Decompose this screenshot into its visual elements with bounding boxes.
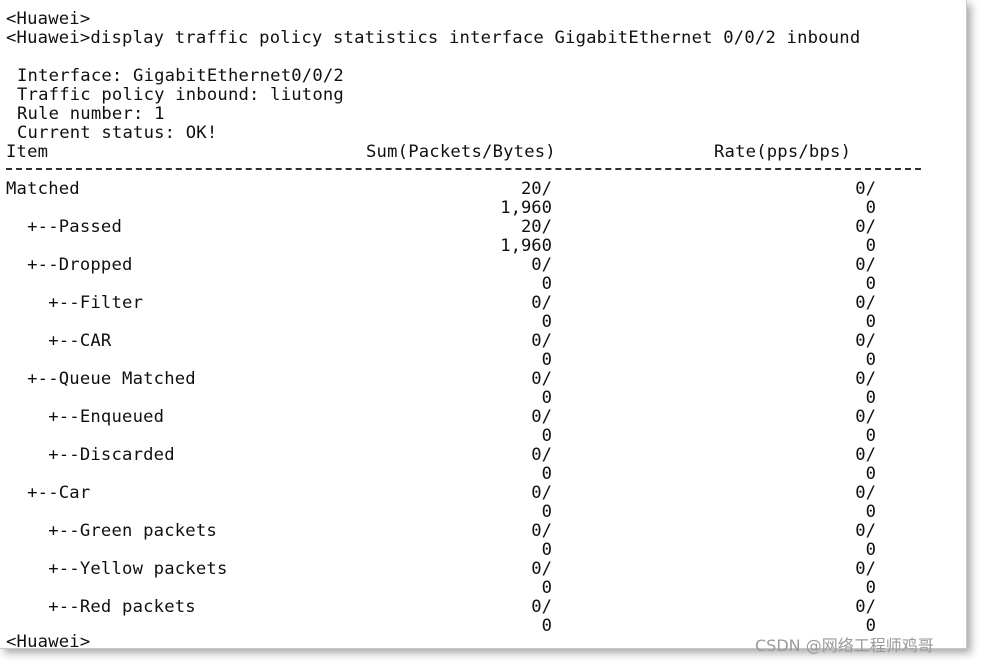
divider-line <box>6 168 921 170</box>
sum-bytes: 1,960 <box>500 236 552 256</box>
sum-packets: 0/ <box>531 407 552 427</box>
rate-bps: 0 <box>865 426 876 446</box>
row-item-label: +--Green packets <box>6 521 217 541</box>
sum-packets: 20/ <box>520 179 552 199</box>
sum-packets: 0/ <box>531 293 552 313</box>
sum-packets: 20/ <box>520 217 552 237</box>
row-item-label: +--Enqueued <box>6 407 165 427</box>
rate-bps: 0 <box>865 540 876 560</box>
sum-packets: 0/ <box>531 255 552 275</box>
row-item-label: +--Car <box>6 483 91 503</box>
sum-bytes: 0 <box>541 616 552 636</box>
sum-bytes: 0 <box>541 312 552 332</box>
sum-packets: 0/ <box>531 521 552 541</box>
command-line: <Huawei>display traffic policy statistic… <box>6 28 861 48</box>
sum-bytes: 0 <box>541 540 552 560</box>
sum-bytes: 0 <box>541 578 552 598</box>
row-item-label: +--Queue Matched <box>6 369 196 389</box>
interface-line: Interface: GigabitEthernet0/0/2 <box>17 66 344 86</box>
header-item: Item <box>6 142 49 162</box>
watermark: CSDN @网络工程师鸡哥 <box>755 636 934 655</box>
sum-packets: 0/ <box>531 483 552 503</box>
rate-bps: 0 <box>865 464 876 484</box>
rate-bps: 0 <box>865 198 876 218</box>
header-sum: Sum(Packets/Bytes) <box>366 142 556 162</box>
sum-bytes: 0 <box>541 350 552 370</box>
rate-pps: 0/ <box>855 255 876 275</box>
rate-pps: 0/ <box>855 293 876 313</box>
terminal-window: <Huawei> <Huawei>display traffic policy … <box>0 0 967 652</box>
policy-line: Traffic policy inbound: liutong <box>17 85 344 105</box>
sum-bytes: 1,960 <box>500 198 552 218</box>
row-item-label: Matched <box>6 179 80 199</box>
rate-bps: 0 <box>865 502 876 522</box>
rate-bps: 0 <box>865 236 876 256</box>
rate-pps: 0/ <box>855 407 876 427</box>
row-item-label: +--Passed <box>6 217 123 237</box>
prompt-line-bottom: <Huawei> <box>6 632 91 652</box>
prompt-line: <Huawei> <box>6 9 91 29</box>
row-item-label: +--Red packets <box>6 597 196 617</box>
rate-pps: 0/ <box>855 331 876 351</box>
sum-packets: 0/ <box>531 369 552 389</box>
row-item-label: +--Dropped <box>6 255 133 275</box>
sum-bytes: 0 <box>541 426 552 446</box>
rate-bps: 0 <box>865 312 876 332</box>
rate-bps: 0 <box>865 388 876 408</box>
sum-bytes: 0 <box>541 502 552 522</box>
rate-bps: 0 <box>865 274 876 294</box>
sum-packets: 0/ <box>531 331 552 351</box>
rate-pps: 0/ <box>855 179 876 199</box>
rate-bps: 0 <box>865 578 876 598</box>
header-rate: Rate(pps/bps) <box>714 142 852 162</box>
rate-pps: 0/ <box>855 521 876 541</box>
sum-bytes: 0 <box>541 274 552 294</box>
rate-bps: 0 <box>865 350 876 370</box>
rate-pps: 0/ <box>855 445 876 465</box>
sum-bytes: 0 <box>541 388 552 408</box>
row-item-label: +--CAR <box>6 331 112 351</box>
sum-bytes: 0 <box>541 464 552 484</box>
rate-pps: 0/ <box>855 597 876 617</box>
sum-packets: 0/ <box>531 445 552 465</box>
row-item-label: +--Discarded <box>6 445 175 465</box>
rate-pps: 0/ <box>855 217 876 237</box>
rate-pps: 0/ <box>855 483 876 503</box>
rate-pps: 0/ <box>855 559 876 579</box>
sum-packets: 0/ <box>531 559 552 579</box>
status-line: Current status: OK! <box>17 123 218 143</box>
sum-packets: 0/ <box>531 597 552 617</box>
rate-pps: 0/ <box>855 369 876 389</box>
rule-number-line: Rule number: 1 <box>17 104 165 124</box>
row-item-label: +--Yellow packets <box>6 559 228 579</box>
row-item-label: +--Filter <box>6 293 144 313</box>
rate-bps: 0 <box>865 616 876 636</box>
